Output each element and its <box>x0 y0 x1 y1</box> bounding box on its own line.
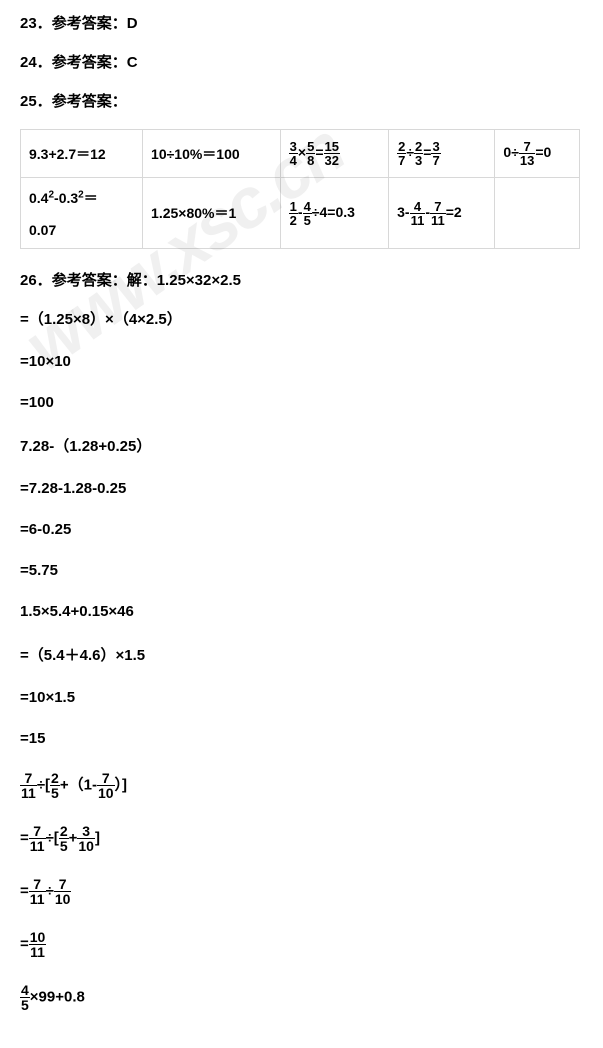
frac-line-3: =711÷710 <box>20 877 583 906</box>
q26-expr: 1.25×32×2.5 <box>157 272 241 289</box>
table-row: 9.3+2.7＝12 10÷10%＝100 34×58=1532 27÷23=3… <box>21 130 580 178</box>
calc-line: =100 <box>20 394 583 411</box>
q24-label: 参考答案： <box>52 54 127 71</box>
q25-label: 参考答案： <box>52 93 127 110</box>
answer-25: 25．参考答案： <box>20 90 583 111</box>
cell-r2c3: 12-45÷4=0.3 <box>280 178 388 249</box>
frac-line-5: 45×99+0.8 <box>20 983 583 1012</box>
q23-num: 23． <box>20 15 52 32</box>
frac-line-2: =711÷[25+310] <box>20 824 583 853</box>
cell-r2c2: 1.25×80%＝1 <box>143 178 281 249</box>
calc-line: 7.28-（1.28+0.25） <box>20 435 583 456</box>
cell-r2c5 <box>495 178 580 249</box>
calc-line: =6-0.25 <box>20 521 583 538</box>
q24-num: 24． <box>20 54 52 71</box>
cell-r1c4: 27÷23=37 <box>389 130 495 178</box>
answer-26: 26．参考答案：解：1.25×32×2.5 <box>20 269 583 290</box>
calc-line: =15 <box>20 730 583 747</box>
q23-label: 参考答案： <box>52 15 127 32</box>
frac-line-1: 711÷[25+（1-710）] <box>20 771 583 800</box>
calc-line: =10×1.5 <box>20 689 583 706</box>
answer-23: 23．参考答案：D <box>20 12 583 33</box>
q24-letter: C <box>127 54 138 71</box>
cell-r2c4: 3-411-711=2 <box>389 178 495 249</box>
q23-letter: D <box>127 15 138 32</box>
table-row: 0.42-0.32＝ 0.07 1.25×80%＝1 12-45÷4=0.3 3… <box>21 178 580 249</box>
q25-num: 25． <box>20 93 52 110</box>
frac-line-4: =1011 <box>20 930 583 959</box>
cell-r1c2: 10÷10%＝100 <box>143 130 281 178</box>
cell-r2c1: 0.42-0.32＝ 0.07 <box>21 178 143 249</box>
calc-line: 1.5×5.4+0.15×46 <box>20 603 583 620</box>
q26-num: 26． <box>20 272 52 289</box>
cell-r1c1: 9.3+2.7＝12 <box>21 130 143 178</box>
q26-prefix: 解： <box>127 272 157 289</box>
calc-line: =（1.25×8）×（4×2.5） <box>20 308 583 329</box>
calc-line: =（5.4＋4.6）×1.5 <box>20 644 583 665</box>
q26-label: 参考答案： <box>52 272 127 289</box>
answer-24: 24．参考答案：C <box>20 51 583 72</box>
cell-r1c3: 34×58=1532 <box>280 130 388 178</box>
cell-r1c5: 0÷713=0 <box>495 130 580 178</box>
calc-line: =5.75 <box>20 562 583 579</box>
calc-line: =7.28-1.28-0.25 <box>20 480 583 497</box>
calc-line: =10×10 <box>20 353 583 370</box>
calc-table: 9.3+2.7＝12 10÷10%＝100 34×58=1532 27÷23=3… <box>20 129 580 249</box>
